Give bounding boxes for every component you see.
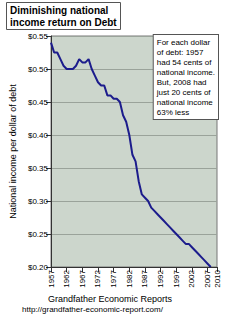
svg-text:1977: 1977 [109, 269, 118, 287]
svg-text:national income.: national income. [157, 68, 215, 77]
svg-text:2007: 2007 [203, 269, 212, 287]
svg-text:1982: 1982 [125, 269, 134, 287]
svg-text:$0.25: $0.25 [28, 230, 49, 239]
svg-text:$0.50: $0.50 [28, 65, 49, 74]
svg-text:1987: 1987 [140, 269, 149, 287]
svg-text:But, 2008 had: But, 2008 had [157, 78, 207, 87]
svg-text:1962: 1962 [62, 269, 71, 287]
svg-text:just 20 cents of: just 20 cents of [156, 88, 212, 97]
svg-text:$0.20: $0.20 [28, 263, 49, 272]
svg-text:$0.35: $0.35 [28, 164, 49, 173]
svg-text:2010: 2010 [213, 269, 222, 287]
svg-text:Grandfather Economic Reports: Grandfather Economic Reports [48, 294, 173, 304]
svg-text:had 54 cents of: had 54 cents of [157, 58, 212, 67]
svg-text:For each dollar: For each dollar [157, 38, 211, 47]
svg-text:1992: 1992 [156, 269, 165, 287]
svg-text:2002: 2002 [187, 269, 196, 287]
svg-text:1972: 1972 [93, 269, 102, 287]
svg-text:$0.30: $0.30 [28, 197, 49, 206]
svg-text:income return on Debt: income return on Debt [10, 17, 117, 28]
svg-text:$0.55: $0.55 [28, 32, 49, 41]
svg-text:http://grandfather-economic-re: http://grandfather-economic-report.com/ [22, 305, 164, 314]
svg-text:Diminishing national: Diminishing national [10, 5, 109, 16]
svg-text:National income per dollar of: National income per dollar of debt [8, 84, 18, 219]
svg-text:$0.45: $0.45 [28, 98, 49, 107]
svg-text:$0.40: $0.40 [28, 131, 49, 140]
svg-text:national income: national income [157, 98, 214, 107]
svg-text:of debt: 1957: of debt: 1957 [157, 48, 204, 57]
svg-text:1997: 1997 [172, 269, 181, 287]
svg-text:1967: 1967 [78, 269, 87, 287]
svg-text:1957: 1957 [47, 269, 56, 287]
svg-text:63% less: 63% less [157, 108, 189, 117]
